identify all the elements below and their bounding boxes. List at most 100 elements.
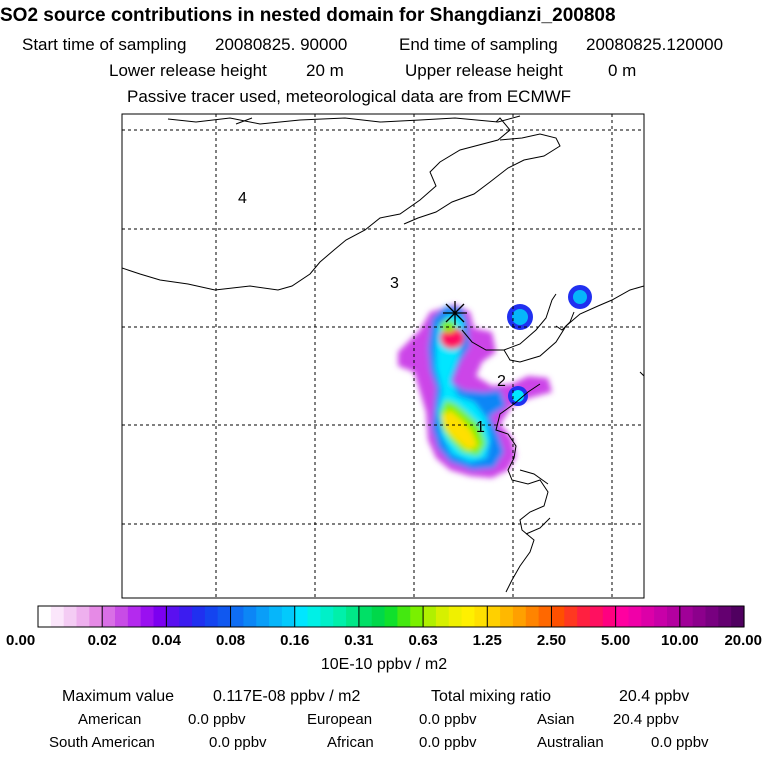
map-frame [121, 113, 645, 599]
colorbar-cell [602, 606, 617, 627]
start-time-label: Start time of sampling [22, 35, 187, 54]
colorbar-cell [538, 606, 553, 627]
start-time-value: 20080825. 90000 [215, 35, 348, 54]
region-european-label: European [307, 711, 373, 728]
colorbar-cell [435, 606, 450, 627]
max-value-label: Maximum value [62, 688, 175, 705]
region-south-american-value: 0.0 ppbv [209, 734, 267, 751]
colorbar-cell [127, 606, 142, 627]
colorbar-cell [461, 606, 476, 627]
colorbar-cell [423, 606, 437, 627]
colorbar-cell [50, 606, 65, 627]
colorbar-cell [500, 606, 514, 627]
colorbar-cell [89, 606, 103, 627]
region-asian-label: Asian [537, 711, 575, 728]
colorbar-cell [512, 606, 527, 627]
colorbar-cell [474, 606, 488, 627]
colorbar-tick-label: 10.00 [661, 632, 699, 649]
colorbar-cell [320, 606, 334, 627]
colorbar-cell [487, 606, 501, 627]
colorbar-tick-label: 1.25 [473, 632, 502, 649]
colorbar-cell [76, 606, 90, 627]
chart-title: SO2 source contributions in nested domai… [0, 5, 616, 26]
region-european-value: 0.0 ppbv [419, 711, 477, 728]
colorbar-cell [243, 606, 257, 627]
colorbar-tick-label: 20.00 [724, 632, 762, 649]
colorbar-cell [525, 606, 540, 627]
colorbar-cell [166, 606, 180, 627]
region-american-value: 0.0 ppbv [188, 711, 246, 728]
region-african-value: 0.0 ppbv [419, 734, 477, 751]
end-time-value: 20080825.120000 [586, 35, 724, 54]
colorbar-cell [256, 606, 270, 627]
colorbar-cell [448, 606, 463, 627]
tracer-note: Passive tracer used, meteorological data… [127, 87, 572, 106]
region-label-1: 1 [476, 419, 485, 436]
colorbar-cell [705, 606, 719, 627]
colorbar-cell [217, 606, 232, 627]
colorbar-cell [731, 606, 745, 627]
region-american-label: American [78, 711, 142, 728]
total-mixing-label: Total mixing ratio [431, 688, 552, 705]
colorbar-cell [641, 606, 655, 627]
colorbar-cell [666, 606, 681, 627]
colorbar-cell [397, 606, 411, 627]
max-value: 0.117E-08 ppbv / m2 [213, 688, 361, 705]
lower-height-label: Lower release height [109, 61, 267, 80]
colorbar-cell [281, 606, 296, 627]
colorbar-cell [346, 606, 360, 627]
map-grid [122, 114, 644, 598]
colorbar-unit: 10E-10 ppbv / m2 [320, 656, 448, 673]
colorbar-tick-label: 0.16 [280, 632, 309, 649]
colorbar-tick-label: 0.31 [344, 632, 373, 649]
colorbar-cell [589, 606, 604, 627]
total-mixing-value: 20.4 ppbv [619, 688, 690, 705]
region-label-3: 3 [390, 275, 399, 292]
colorbar-cell [204, 606, 219, 627]
end-time-label: End time of sampling [399, 35, 558, 54]
colorbar-cell [577, 606, 591, 627]
colorbar-cell [654, 606, 668, 627]
region-australian-value: 0.0 ppbv [651, 734, 709, 751]
colorbar-tick-label: 0.04 [152, 632, 182, 649]
colorbar-cell [153, 606, 167, 627]
colorbar: 0.00 0.02 0.04 0.08 0.16 0.31 0.63 1.25 2.50 5.00… [6, 605, 762, 649]
plume-yellow [442, 410, 478, 450]
plume-hotspot [440, 327, 464, 349]
colorbar-cell [307, 606, 321, 627]
region-australian-label: Australian [537, 734, 604, 751]
colorbar-cell [333, 606, 347, 627]
colorbar-cell [102, 606, 116, 627]
upper-height-label: Upper release height [405, 61, 563, 80]
colorbar-cell [38, 606, 52, 627]
colorbar-cell [628, 606, 642, 627]
region-label-4: 4 [238, 190, 247, 207]
region-asian-value: 20.4 ppbv [613, 711, 679, 728]
colorbar-tick-label: 0.00 [6, 632, 35, 649]
upper-height-value: 0 m [608, 61, 637, 80]
region-african-label: African [327, 734, 374, 751]
colorbar-cell [192, 606, 206, 627]
colorbar-tick-label: 0.08 [216, 632, 245, 649]
lower-height-value: 20 m [306, 61, 344, 80]
colorbar-cell [551, 606, 565, 627]
colorbar-tick-label: 0.02 [88, 632, 117, 649]
colorbar-tick-label: 5.00 [601, 632, 630, 649]
colorbar-cell [115, 606, 129, 627]
colorbar-cell [230, 606, 244, 627]
colorbar-cell [140, 606, 155, 627]
colorbar-cell [410, 606, 424, 627]
region-south-american-label: South American [49, 734, 155, 751]
colorbar-cell [294, 606, 309, 627]
receptor-marker [443, 301, 467, 325]
coastlines [122, 115, 644, 593]
map-panel: 4 3 2 1 [121, 113, 645, 599]
colorbar-cell [615, 606, 630, 627]
colorbar-cell [63, 606, 78, 627]
colorbar-cell [718, 606, 732, 627]
colorbar-cell [564, 606, 578, 627]
plume-blob-2 [568, 285, 592, 309]
colorbar-cell [384, 606, 399, 627]
colorbar-cell [679, 606, 694, 627]
colorbar-tick-label: 0.63 [408, 632, 437, 649]
